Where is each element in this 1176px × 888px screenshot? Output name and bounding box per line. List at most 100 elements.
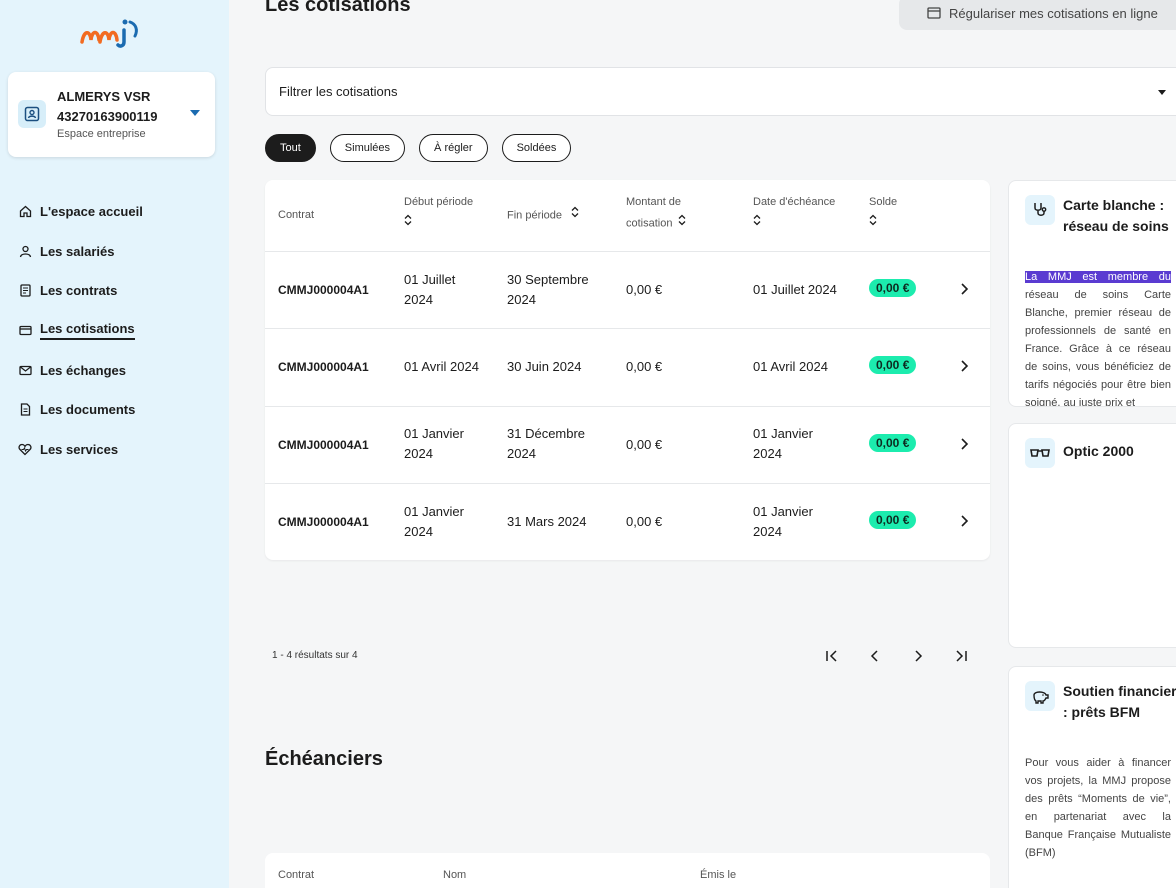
cell-echeance: 01 Avril 2024 (753, 359, 828, 374)
cell-montant: 0,00 € (626, 359, 663, 374)
cell-echeance: 01 Juillet 2024 (753, 282, 837, 297)
filter-label: Filtrer les cotisations (279, 84, 398, 99)
header-emis: Émis le (700, 869, 737, 881)
header-echeance-label: Date d'échéance (753, 196, 836, 208)
cell-echeance-line: 01 Janvier (753, 504, 813, 519)
last-page-icon[interactable] (949, 646, 973, 666)
cell-echeance: 01 Janvier 2024 (753, 502, 813, 542)
service-title: Carte blanche : réseau de soins (1063, 197, 1169, 234)
sidebar-item-label: Les services (40, 441, 119, 457)
header-montant-label-2: cotisation (626, 217, 673, 230)
sidebar-item-contrats[interactable]: Les contrats (18, 271, 143, 311)
sort-icon (404, 213, 473, 234)
sidebar-item-label: Les échanges (40, 362, 126, 378)
table-row[interactable]: CMMJ000004A1 01 Juillet 2024 30 Septembre… (265, 251, 990, 329)
cell-debut-line: 2024 (404, 524, 433, 539)
filter-dropdown[interactable]: Filtrer les cotisations (265, 67, 1176, 116)
service-card-carte-blanche[interactable]: Carte blanche : réseau de soins La MMJ e… (1008, 180, 1176, 407)
next-page-icon[interactable] (906, 646, 930, 666)
solde-badge: 0,00 € (869, 511, 917, 529)
chip-simulees[interactable]: Simulées (329, 134, 406, 162)
chevron-down-icon[interactable] (190, 110, 200, 116)
sort-icon (753, 213, 835, 234)
header-montant[interactable]: Montant de cotisation (626, 192, 686, 234)
sidebar-item-echanges[interactable]: Les échanges (18, 350, 143, 390)
cell-echeance-line: 2024 (753, 446, 782, 461)
service-card-soutien-financier[interactable]: Soutien financier : prêts BFM Pour vous … (1008, 666, 1176, 888)
echeanciers-table: Contrat Nom Émis le (265, 853, 990, 888)
cell-fin: 31 Mars 2024 (507, 514, 587, 529)
header-contrat: Contrat (278, 869, 315, 881)
cell-debut: 01 Juillet 2024 (404, 270, 455, 310)
piggy-bank-icon (1025, 681, 1055, 711)
status-filter-chips: Tout Simulées À régler Soldées (265, 134, 572, 162)
service-card-optic-2000[interactable]: Optic 2000 (1008, 423, 1176, 648)
cell-fin: 30 Juin 2024 (507, 359, 582, 374)
cell-debut: 01 Avril 2024 (404, 359, 479, 374)
home-icon (18, 205, 32, 219)
sidebar-nav: L'espace accueil Les salariés Les contra… (18, 192, 143, 469)
cell-echeance-line: 2024 (753, 524, 782, 539)
header-debut[interactable]: Début période (404, 192, 473, 234)
cell-debut: 01 Janvier 2024 (404, 502, 464, 542)
table-row[interactable]: CMMJ000004A1 01 Janvier 2024 31 Mars 2024… (265, 483, 990, 561)
chevron-right-icon[interactable] (959, 514, 969, 533)
cell-montant: 0,00 € (626, 514, 663, 529)
account-selector[interactable]: ALMERYS VSR 43270163900119 Espace entrep… (8, 72, 215, 157)
cell-echeance-line: 01 Janvier (753, 426, 813, 441)
table-row[interactable]: CMMJ000004A1 01 Janvier 2024 31 Décembre 2… (265, 406, 990, 484)
account-space: Espace entreprise (57, 128, 146, 140)
table-row[interactable]: CMMJ000004A1 01 Avril 2024 30 Juin 2024 … (265, 328, 990, 406)
cell-fin-line: 2024 (507, 446, 536, 461)
chevron-right-icon[interactable] (959, 282, 969, 301)
chevron-right-icon[interactable] (959, 437, 969, 456)
chip-a-regler[interactable]: À régler (419, 134, 488, 162)
mail-icon (18, 363, 32, 377)
cell-debut-line: 01 Janvier (404, 426, 464, 441)
header-fin[interactable]: Fin période (507, 205, 579, 226)
service-description-text: réseau de soins Carte Blanche, premier r… (1025, 289, 1171, 407)
sidebar-item-label: Les salariés (40, 243, 115, 259)
account-name: ALMERYS VSR 43270163900119 (57, 87, 187, 127)
cell-echeance: 01 Janvier 2024 (753, 424, 813, 464)
sidebar-item-documents[interactable]: Les documents (18, 390, 143, 430)
card-icon (18, 324, 32, 338)
sidebar-item-services[interactable]: Les services (18, 430, 143, 470)
cell-debut-line: 2024 (404, 292, 433, 307)
sidebar: ALMERYS VSR 43270163900119 Espace entrep… (0, 0, 229, 888)
mmj-logo[interactable] (80, 16, 142, 48)
account-company: ALMERYS VSR (57, 89, 151, 104)
sidebar-item-accueil[interactable]: L'espace accueil (18, 192, 143, 232)
account-siret: 43270163900119 (57, 109, 158, 124)
regulariser-button[interactable]: Régulariser mes cotisations en ligne (899, 0, 1176, 30)
chip-tout[interactable]: Tout (265, 134, 316, 162)
cell-debut-line: 01 Janvier (404, 504, 464, 519)
regulariser-label: Régulariser mes cotisations en ligne (949, 5, 1158, 21)
section-title-echeanciers: Échéanciers (265, 748, 383, 770)
page-title: Les cotisations (265, 0, 411, 16)
sidebar-item-salaries[interactable]: Les salariés (18, 232, 143, 272)
previous-page-icon[interactable] (863, 646, 887, 666)
chip-soldees[interactable]: Soldées (501, 134, 572, 162)
service-title: Soutien financier : prêts BFM (1063, 683, 1176, 720)
selected-text: La MMJ est membre du (1025, 271, 1171, 283)
sort-icon (678, 213, 686, 234)
cotisations-table: Contrat Début période Fin période Montan… (265, 180, 990, 560)
cell-fin: 30 Septembre 2024 (507, 270, 589, 310)
header-solde[interactable]: Solde (869, 192, 897, 234)
header-echeance[interactable]: Date d'échéance (753, 192, 835, 234)
header-debut-label: Début période (404, 196, 474, 208)
chevron-right-icon[interactable] (959, 359, 969, 378)
cell-debut: 01 Janvier 2024 (404, 424, 464, 464)
first-page-icon[interactable] (820, 646, 844, 666)
stethoscope-icon (1025, 195, 1055, 225)
cell-fin-line: 30 Septembre (507, 272, 589, 287)
cell-fin-line: 2024 (507, 292, 536, 307)
sort-icon (571, 205, 579, 226)
sidebar-item-label: Les cotisations (40, 321, 135, 341)
heart-icon (18, 442, 32, 456)
sidebar-item-cotisations[interactable]: Les cotisations (18, 311, 143, 351)
header-fin-label: Fin période (507, 209, 563, 222)
sidebar-item-label: Les contrats (40, 283, 118, 299)
header-contrat: Contrat (278, 209, 315, 221)
